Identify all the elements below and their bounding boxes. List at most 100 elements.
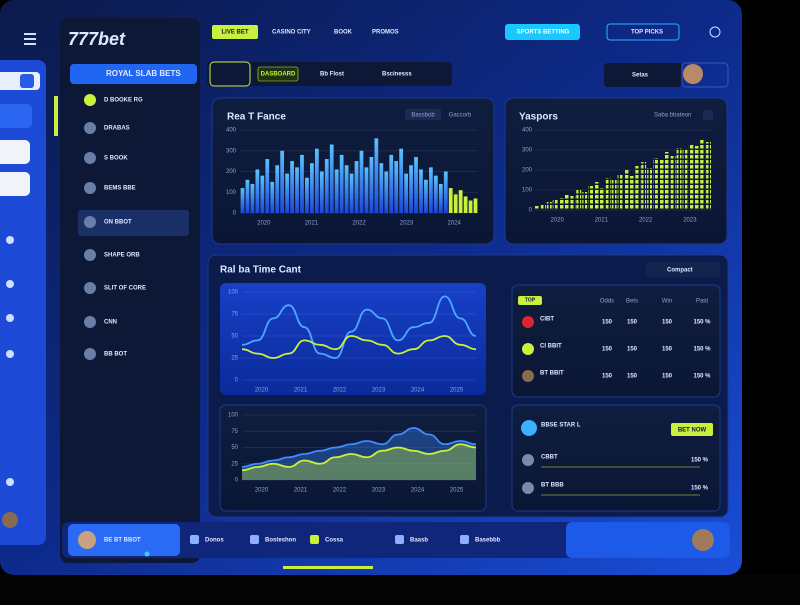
dot-column — [694, 146, 700, 210]
rail-item[interactable] — [0, 104, 32, 128]
nav-active[interactable] — [212, 25, 258, 39]
panel-title: Yaspors — [519, 112, 558, 123]
panel-icon[interactable] — [703, 110, 713, 120]
sidebar-item[interactable]: BEMS BBE — [104, 186, 136, 192]
menu-icon[interactable] — [24, 43, 36, 45]
bet-box — [511, 404, 721, 512]
bottom-icon[interactable] — [460, 535, 469, 544]
account-dropdown[interactable] — [681, 62, 729, 88]
sidebar-item[interactable]: S BOOK — [104, 156, 128, 162]
rail-icon[interactable] — [6, 478, 14, 486]
sidebar-item[interactable]: BB BOT — [104, 352, 127, 358]
bar — [404, 173, 408, 213]
nav-item[interactable]: CASINO CITY — [272, 30, 311, 36]
area-chart-box — [219, 404, 487, 512]
dot-column — [558, 198, 564, 210]
toolbar-tab[interactable]: Bscinesss — [382, 72, 412, 78]
x-tick-label: 2024 — [411, 388, 425, 394]
bet-button[interactable] — [671, 423, 713, 436]
bottom-user[interactable] — [68, 524, 180, 556]
x-tick-label: 2021 — [595, 218, 609, 224]
tab-label[interactable]: Bassbob — [411, 113, 435, 119]
sidebar-item[interactable]: CNN — [104, 320, 117, 326]
bottom-icon[interactable] — [310, 535, 319, 544]
bar — [260, 175, 265, 213]
rail-icon[interactable] — [6, 280, 14, 288]
menu-icon[interactable] — [24, 33, 36, 35]
bar — [443, 171, 448, 213]
bar — [290, 161, 294, 213]
rail-item[interactable] — [0, 172, 30, 196]
x-tick-label: 2023 — [372, 388, 386, 394]
bet-button-text[interactable]: BET NOW — [678, 428, 707, 434]
cell: 150 % — [693, 347, 711, 353]
x-tick-label: 2024 — [411, 488, 425, 494]
bottom-icon[interactable] — [250, 535, 259, 544]
settings-icon[interactable] — [709, 26, 721, 38]
bottom-icon[interactable] — [190, 535, 199, 544]
sidebar-active — [78, 210, 189, 236]
nav-item[interactable]: LIVE BET — [221, 30, 248, 36]
bottom-item[interactable]: Basebbb — [475, 538, 501, 544]
row-name: CBBT — [541, 455, 558, 461]
rail-icon[interactable] — [6, 314, 14, 322]
y-tick-label: 400 — [522, 128, 533, 134]
dot-column — [653, 158, 658, 210]
dot-column — [617, 174, 623, 210]
bottom-item[interactable]: Bosteshon — [265, 538, 296, 544]
rail-icon[interactable] — [6, 236, 14, 244]
search-box[interactable] — [505, 24, 580, 40]
sidebar-item[interactable]: DRABAS — [104, 126, 130, 132]
menu-icon[interactable] — [24, 38, 36, 40]
bottom-icon[interactable] — [395, 535, 404, 544]
sidebar-item[interactable]: SHAPE ORB — [104, 253, 140, 259]
y-tick-label: 50 — [231, 334, 238, 340]
bar — [255, 169, 260, 213]
cell: 150 — [602, 347, 613, 353]
cell: 150 % — [691, 486, 709, 492]
bar — [334, 169, 339, 213]
toolbar-tab[interactable]: DASBOARD — [261, 72, 296, 78]
bottom-item[interactable]: Donos — [205, 538, 224, 544]
rail-plus[interactable] — [20, 74, 34, 88]
bottom-user-name[interactable]: BE BT BBOT — [104, 538, 141, 544]
x-tick-label: 2024 — [448, 221, 462, 227]
rail-icon[interactable] — [6, 350, 14, 358]
rail-item[interactable] — [0, 140, 30, 164]
bottom-item[interactable]: Baasb — [410, 538, 428, 544]
sidebar-avatar — [84, 182, 96, 194]
top-button[interactable] — [606, 23, 680, 41]
dropdown[interactable] — [646, 262, 720, 277]
sidebar-item[interactable]: D BOOKE RG — [104, 98, 143, 104]
toolbar-home[interactable] — [209, 61, 251, 87]
bar — [458, 190, 463, 213]
account-avatar — [683, 64, 703, 84]
dropdown-label[interactable]: Compact — [667, 268, 693, 274]
bar — [473, 198, 478, 213]
tab[interactable] — [405, 109, 441, 120]
bottom-avatar — [78, 531, 96, 549]
nav-item[interactable]: BOOK — [334, 30, 353, 36]
toolbar-tab[interactable]: Bb Flost — [320, 72, 344, 78]
sidebar-avatar — [84, 216, 96, 228]
bar — [364, 167, 369, 213]
sidebar-item[interactable]: SLIT OF CORE — [104, 286, 146, 292]
bar — [409, 165, 413, 213]
sidebar-avatar — [84, 94, 96, 106]
x-tick-label: 2020 — [255, 388, 269, 394]
sidebar-item[interactable]: ON BBOT — [104, 220, 132, 226]
panel-title: Rea T Fance — [227, 112, 286, 123]
bar — [280, 150, 285, 213]
account-box[interactable] — [604, 63, 682, 87]
tab-label[interactable]: Gaccorb — [449, 113, 472, 119]
bottom-item[interactable]: Cossa — [325, 538, 344, 544]
account-name[interactable]: Setas — [632, 73, 649, 79]
line — [241, 295, 477, 359]
bar — [384, 171, 389, 213]
y-tick-label: 100 — [522, 188, 533, 194]
dot-column — [540, 204, 546, 210]
toolbar-active[interactable] — [257, 66, 299, 82]
x-tick-label: 2022 — [333, 488, 347, 494]
bottom-actions — [566, 522, 730, 558]
nav-item[interactable]: PROMOS — [372, 30, 399, 36]
